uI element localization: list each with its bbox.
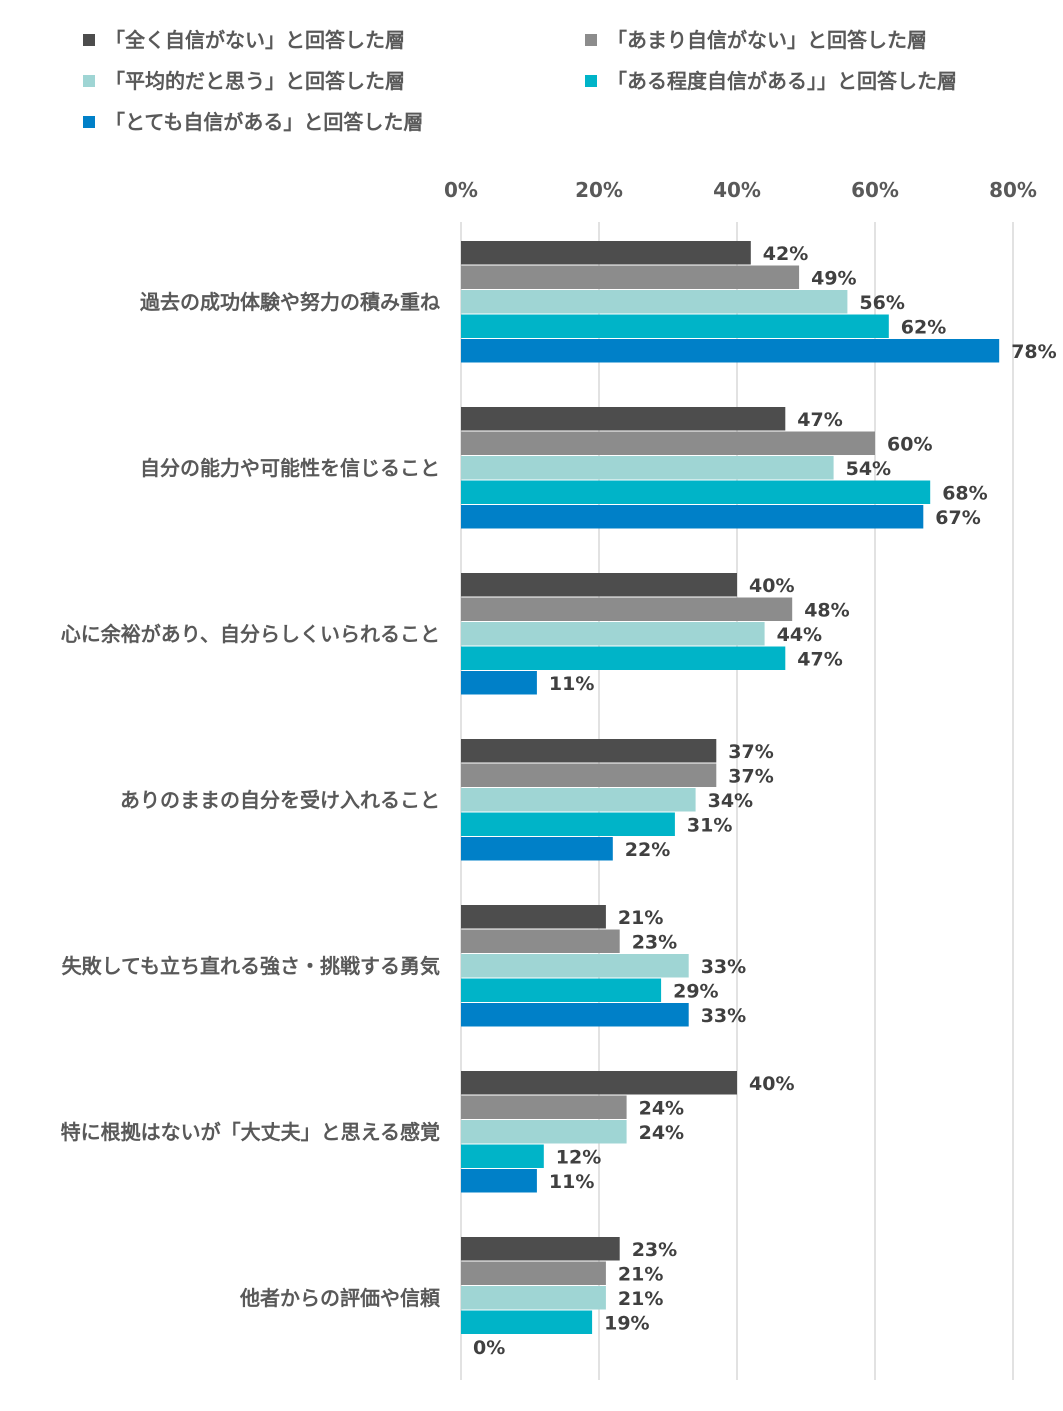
- bar: [461, 265, 800, 289]
- data-label: 42%: [763, 243, 808, 265]
- bar: [461, 505, 924, 529]
- bars: 42%49%56%62%78%47%60%54%68%67%40%48%44%4…: [461, 241, 1057, 1359]
- data-label: 47%: [797, 648, 842, 670]
- legend: 「全く自信がない」と回答した層 「あまり自信がない」と回答した層「平均的だと思う」…: [83, 28, 957, 134]
- data-label: 44%: [777, 624, 822, 646]
- legend-swatch: [83, 34, 95, 46]
- data-label: 11%: [549, 1171, 594, 1193]
- data-label: 48%: [804, 599, 849, 621]
- data-label: 68%: [942, 482, 987, 504]
- category-label: 他者からの評価や信頼: [239, 1286, 441, 1310]
- bar: [461, 431, 875, 455]
- bar: [461, 929, 620, 953]
- data-label: 49%: [811, 267, 856, 289]
- bar: [461, 837, 613, 861]
- legend-swatch: [585, 75, 597, 87]
- bar: [461, 480, 931, 504]
- data-label: 21%: [618, 1288, 663, 1310]
- bar: [461, 1144, 544, 1168]
- data-label: 31%: [687, 814, 732, 836]
- x-tick-label: 0%: [444, 178, 478, 202]
- category-label: 心に余裕があり、自分らしくいられること: [61, 622, 440, 646]
- legend-swatch: [585, 34, 597, 46]
- x-tick-label: 40%: [713, 178, 761, 202]
- data-label: 24%: [639, 1097, 684, 1119]
- bar: [461, 597, 793, 621]
- legend-label: 「ある程度自信がある」」と回答した層: [607, 69, 957, 93]
- legend-label: 「あまり自信がない」と回答した層: [607, 28, 927, 52]
- data-label: 0%: [473, 1337, 505, 1359]
- x-tick-label: 60%: [851, 178, 899, 202]
- bar: [461, 1261, 606, 1285]
- bar: [461, 1071, 737, 1095]
- data-label: 12%: [556, 1146, 601, 1168]
- bar: [461, 1095, 627, 1119]
- bar: [461, 339, 1000, 363]
- data-label: 33%: [701, 1005, 746, 1027]
- data-label: 78%: [1011, 341, 1056, 363]
- bar: [461, 978, 662, 1002]
- bar: [461, 407, 786, 431]
- bar: [461, 1120, 627, 1144]
- category-label: ありのままの自分を受け入れること: [120, 788, 440, 812]
- data-label: 23%: [632, 931, 677, 953]
- data-label: 23%: [632, 1239, 677, 1261]
- x-tick-label: 80%: [989, 178, 1037, 202]
- data-label: 37%: [728, 765, 773, 787]
- data-label: 54%: [846, 458, 891, 480]
- legend-label: 「とても自信がある」と回答した層: [105, 110, 423, 134]
- bar: [461, 763, 717, 787]
- bar: [461, 671, 537, 695]
- data-label: 67%: [935, 507, 980, 529]
- x-axis-ticks: 0% 20% 40% 60% 80%: [444, 178, 1037, 202]
- bar: [461, 314, 889, 338]
- legend-swatch: [83, 75, 95, 87]
- data-label: 40%: [749, 1073, 794, 1095]
- bar: [461, 573, 737, 597]
- bar: [461, 622, 765, 646]
- bar: [461, 1003, 689, 1027]
- data-label: 19%: [604, 1312, 649, 1334]
- bar: [461, 646, 786, 670]
- data-label: 60%: [887, 433, 932, 455]
- data-label: 37%: [728, 741, 773, 763]
- category-labels: 過去の成功体験や努力の積み重ね自分の能力や可能性を信じること心に余裕があり、自分…: [61, 290, 441, 1310]
- category-label: 特に根拠はないが「大丈夫」と思える感覚: [61, 1120, 440, 1144]
- category-label: 失敗しても立ち直れる強さ・挑戦する勇気: [62, 954, 440, 978]
- data-label: 40%: [749, 575, 794, 597]
- bar: [461, 905, 606, 929]
- data-label: 47%: [797, 409, 842, 431]
- data-label: 22%: [625, 839, 670, 861]
- data-label: 21%: [618, 1263, 663, 1285]
- data-label: 34%: [708, 790, 753, 812]
- bar: [461, 456, 834, 480]
- legend-label: 「平均的だと思う」と回答した層: [105, 69, 405, 93]
- x-tick-label: 20%: [575, 178, 623, 202]
- bar: [461, 788, 696, 812]
- data-label: 24%: [639, 1122, 684, 1144]
- bar: [461, 1237, 620, 1261]
- bar: [461, 241, 751, 265]
- bar: [461, 812, 675, 836]
- data-label: 11%: [549, 673, 594, 695]
- bar: [461, 1169, 537, 1193]
- bar: [461, 1286, 606, 1310]
- legend-label: 「全く自信がない」と回答した層: [105, 28, 405, 52]
- legend-swatch: [83, 116, 95, 128]
- bar: [461, 1310, 593, 1334]
- data-label: 56%: [859, 292, 904, 314]
- bar: [461, 290, 848, 314]
- bar: [461, 954, 689, 978]
- category-label: 過去の成功体験や努力の積み重ね: [140, 290, 440, 314]
- category-label: 自分の能力や可能性を信じること: [140, 456, 440, 480]
- data-label: 21%: [618, 907, 663, 929]
- data-label: 33%: [701, 956, 746, 978]
- data-label: 29%: [673, 980, 718, 1002]
- bar: [461, 739, 717, 763]
- data-label: 62%: [901, 316, 946, 338]
